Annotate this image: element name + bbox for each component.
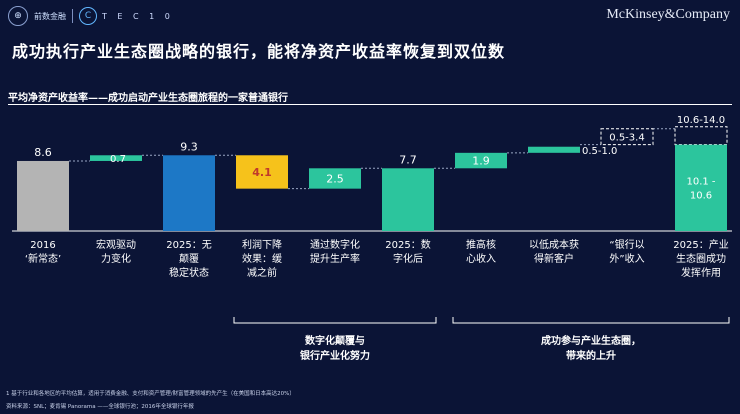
brand-logo: McKinsey&Company bbox=[606, 7, 730, 22]
bar-2025-no-disruption-category-label: 稳定状态 bbox=[169, 266, 209, 279]
bar-core-income-label: 1.9 bbox=[472, 155, 490, 168]
group-digital-disruption-label: 数字化颠覆与 bbox=[305, 334, 365, 347]
bar-2025-digital-category-label: 字化后 bbox=[393, 252, 423, 265]
bar-2025-ecosystem-range bbox=[674, 126, 728, 146]
logo-a-icon: ⊕ bbox=[8, 6, 28, 26]
chart-subtitle: 平均净资产收益率——成功启动产业生态圈旅程的一家普通银行 bbox=[8, 93, 288, 104]
bar-profit-decline-label: 4.1 bbox=[252, 166, 272, 179]
footnote: 1 基于行业和各地区的平均估算，适用于消费金融、支付和资产管理/财富管理领域的先… bbox=[6, 391, 295, 397]
bar-2025-digital bbox=[382, 168, 434, 231]
bar-2025-ecosystem-label: 10.6-14.0 bbox=[677, 115, 725, 126]
bar-beyond-banking bbox=[600, 128, 654, 146]
bar-new-clients-category-label: 以低成本获 bbox=[529, 238, 579, 251]
group-ecosystem-success-label: 带来的上升 bbox=[566, 349, 616, 362]
bar-2025-ecosystem-category-label: 生态圈成功 bbox=[676, 252, 726, 265]
logo-divider bbox=[72, 9, 73, 23]
partner-logos: ⊕ 前数金融 C T E C 1 0 bbox=[8, 6, 174, 26]
bar-2016-category-label: 2016 bbox=[30, 240, 55, 251]
bar-profit-decline-category-label: 减之前 bbox=[247, 266, 277, 279]
bar-2025-ecosystem bbox=[675, 144, 727, 231]
bar-beyond-banking-label: 0.5-3.4 bbox=[609, 133, 644, 144]
subtitle-rule bbox=[8, 104, 732, 105]
bar-new-clients-label: 0.5-1.0 bbox=[582, 146, 617, 157]
bar-profit-decline-category-label: 利润下降 bbox=[242, 238, 282, 251]
logo-tec10: C T E C 1 0 bbox=[79, 7, 174, 25]
bar-new-clients-category-label: 得新客户 bbox=[534, 252, 574, 265]
group-digital-disruption-label: 银行产业化努力 bbox=[300, 349, 370, 362]
bar-macro-change-label: 0.7 bbox=[110, 154, 126, 165]
tec-circle-icon: C bbox=[79, 7, 97, 25]
bar-2025-digital-category-label: 2025：数 bbox=[385, 238, 430, 251]
source-note: 资料来源：SNL；麦肯锡 Panorama ——全球银行池；2016年全球银行年… bbox=[6, 404, 194, 410]
bar-profit-decline-category-label: 效果：缓 bbox=[242, 252, 282, 265]
page-title: 成功执行产业生态圈战略的银行，能将净资产收益率恢复到双位数 bbox=[12, 42, 506, 61]
bar-digital-productivity-label: 2.5 bbox=[326, 172, 344, 185]
bar-2025-ecosystem-category-label: 2025：产业 bbox=[673, 238, 728, 251]
bar-2025-ecosystem-inner-label: 10.6 bbox=[690, 191, 712, 202]
bar-2025-ecosystem-inner-label: 10.1 - bbox=[686, 177, 715, 188]
bar-core-income-category-label: 推高核 bbox=[466, 238, 496, 251]
group-digital-disruption-bracket bbox=[233, 317, 437, 324]
bar-new-clients bbox=[528, 146, 580, 153]
bar-beyond-banking-category-label: “银行以 bbox=[609, 238, 644, 251]
logo-a-text: 前数金融 bbox=[34, 11, 66, 21]
bar-digital-productivity-category-label: 通过数字化 bbox=[310, 238, 360, 251]
bar-digital-productivity-category-label: 提升生产率 bbox=[310, 252, 360, 265]
group-ecosystem-success-bracket bbox=[452, 317, 730, 324]
bar-digital-productivity bbox=[309, 168, 361, 189]
bar-macro-change-category-label: 力变化 bbox=[101, 252, 131, 265]
bar-2025-no-disruption-category-label: 颠覆 bbox=[179, 252, 199, 265]
bar-2025-no-disruption bbox=[163, 155, 215, 231]
bar-2025-ecosystem-category-label: 发挥作用 bbox=[681, 266, 721, 279]
bar-beyond-banking-category-label: 外”收入 bbox=[609, 252, 644, 265]
bar-2016 bbox=[17, 160, 69, 231]
bar-core-income bbox=[455, 152, 507, 169]
bar-2025-no-disruption-label: 9.3 bbox=[180, 140, 198, 153]
group-ecosystem-success-label: 成功参与产业生态圈， bbox=[541, 334, 641, 347]
bar-2016-label: 8.6 bbox=[34, 146, 52, 159]
bar-macro-change-category-label: 宏观驱动 bbox=[96, 238, 136, 251]
bar-core-income-category-label: 心收入 bbox=[466, 252, 496, 265]
bar-2025-digital-label: 7.7 bbox=[399, 153, 417, 166]
bar-profit-decline bbox=[236, 155, 288, 189]
tec-text: T E C 1 0 bbox=[102, 11, 174, 21]
bar-2016-category-label: ‘新常态’ bbox=[25, 252, 61, 265]
bar-2025-no-disruption-category-label: 2025：无 bbox=[166, 240, 211, 251]
bar-macro-change bbox=[90, 155, 142, 161]
